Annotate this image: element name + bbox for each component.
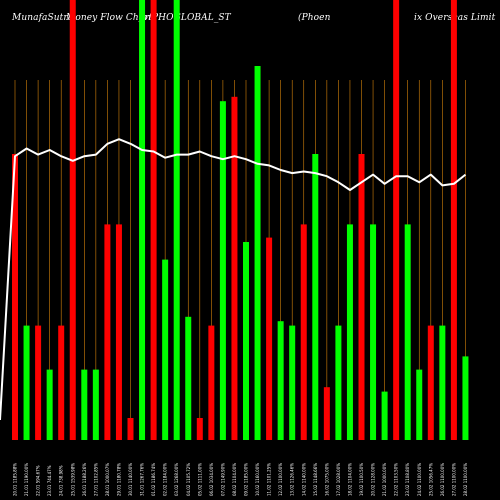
bar-23 — [266, 237, 273, 440]
x-tick-label: 27.02 1100.00% — [451, 463, 456, 496]
bar-4 — [46, 369, 53, 440]
price-line — [0, 138, 467, 421]
bar-32 — [370, 224, 377, 440]
x-tick-label: 11.02 1101.25% — [267, 463, 272, 496]
bar-19 — [219, 101, 226, 440]
x-tick-label: 20.02 1128.00% — [371, 463, 376, 496]
bar-29 — [335, 325, 342, 440]
x-tick-label: 23.01 744.47% — [47, 465, 52, 496]
bar-28 — [323, 387, 330, 440]
x-tick-label: 25.01 1539.98% — [70, 463, 75, 496]
bar-36 — [416, 369, 423, 440]
x-tick-label: 09.02 1185.00% — [244, 463, 249, 496]
x-tick-label: 02.02 1184.00% — [163, 463, 168, 496]
x-tick-labels: 20.01 1185.88% 21.01 1190.00% 22.01 594.67… — [13, 463, 468, 496]
bar-7 — [81, 369, 88, 440]
x-tick-label: 18.02 1104.00% — [347, 463, 352, 496]
bar-18 — [208, 325, 215, 440]
x-tick-label: 25.02 1056.47% — [428, 463, 433, 496]
bar-30 — [346, 224, 353, 440]
bar-11 — [127, 418, 134, 440]
bar-6 — [69, 0, 76, 440]
bar-27 — [312, 154, 319, 440]
x-tick-label: 23.02 1108.80% — [405, 463, 410, 496]
chart-name: Money Flow Charts — [66, 13, 158, 23]
bar-37 — [427, 325, 434, 440]
bar-40 — [462, 356, 469, 440]
x-tick-label: 21.01 1190.00% — [24, 463, 29, 496]
x-tick-label: 20.01 1185.88% — [13, 463, 18, 496]
chart-symbol: PHOGLOBAL_ST — [152, 13, 231, 23]
bar-20 — [231, 96, 238, 441]
x-tick-label: 19.02 1100.50% — [359, 463, 364, 496]
x-tick-label: 17.02 1028.00% — [336, 463, 341, 496]
x-tick-label: 27.01 1102.85% — [93, 463, 98, 496]
bar-22 — [254, 66, 261, 440]
x-tick-label: 04.02 1105.72% — [186, 463, 191, 496]
x-tick-label: 24.02 1100.00% — [417, 463, 422, 496]
bar-24 — [277, 321, 284, 440]
x-tick-label: 14.02 1140.00% — [301, 463, 306, 496]
x-tick-label: 13.02 1126.46% — [290, 463, 295, 496]
site-name: MunafaSutra — [12, 13, 74, 23]
bar-26 — [300, 224, 307, 440]
x-tick-label: 21.02 1000.00% — [382, 463, 387, 496]
x-tick-label: 12.02 1100.00% — [278, 463, 283, 496]
bar-10 — [115, 224, 122, 440]
bar-38 — [439, 325, 446, 440]
bar-25 — [289, 325, 296, 440]
bar-16 — [185, 316, 192, 440]
x-tick-label: 26.02 1100.00% — [440, 463, 445, 496]
x-tick-label: 31.01 1267.76% — [140, 463, 145, 496]
bar-33 — [381, 391, 388, 440]
x-tick-label: 24.01 738.98% — [59, 465, 64, 496]
bar-21 — [243, 242, 249, 440]
bar-13 — [150, 0, 157, 440]
x-tick-label: 05.02 1111.00% — [197, 463, 202, 496]
bar-5 — [58, 325, 65, 440]
bar-31 — [358, 154, 365, 440]
bar-14 — [162, 259, 169, 440]
bar-15 — [173, 0, 180, 440]
bar-35 — [404, 224, 411, 440]
x-tick-label: 15.02 1148.66% — [313, 463, 318, 496]
bar-17 — [196, 418, 203, 440]
x-tick-label: 22.02 1103.50% — [394, 463, 399, 496]
x-tick-label: 29.01 1180.78% — [116, 463, 121, 496]
x-tick-label: 01.02 1186.74% — [151, 463, 156, 496]
x-tick-label: 16.02 1075.00% — [324, 463, 329, 496]
bar-3 — [35, 325, 42, 440]
bars — [12, 0, 469, 441]
x-tick-label: 30.01 1140.00% — [128, 463, 133, 496]
bar-34 — [393, 0, 400, 440]
price-line-layer — [0, 138, 467, 421]
bar-9 — [104, 224, 111, 440]
bar-8 — [92, 369, 99, 440]
x-tick-label: 28.02 1100.00% — [463, 463, 468, 496]
bar-39 — [450, 0, 457, 440]
bar-1 — [12, 154, 18, 440]
symbol-prefix: for — [139, 13, 153, 23]
company-name-part1: (Phoen — [298, 13, 331, 23]
bar-2 — [23, 325, 30, 440]
x-tick-label: 26.01 1188.26% — [82, 463, 87, 496]
x-tick-label: 10.02 1160.00% — [255, 463, 260, 496]
x-tick-label: 08.02 1104.00% — [232, 463, 237, 496]
x-tick-label: 07.02 1149.90% — [220, 463, 225, 496]
x-tick-label: 06.02 1034.00% — [209, 463, 214, 496]
bar-12 — [139, 0, 146, 440]
x-tick-label: 22.01 594.67% — [36, 465, 41, 496]
x-tick-label: 03.02 1268.00% — [174, 463, 179, 496]
x-tick-label: 28.01 1000.07% — [105, 463, 110, 496]
